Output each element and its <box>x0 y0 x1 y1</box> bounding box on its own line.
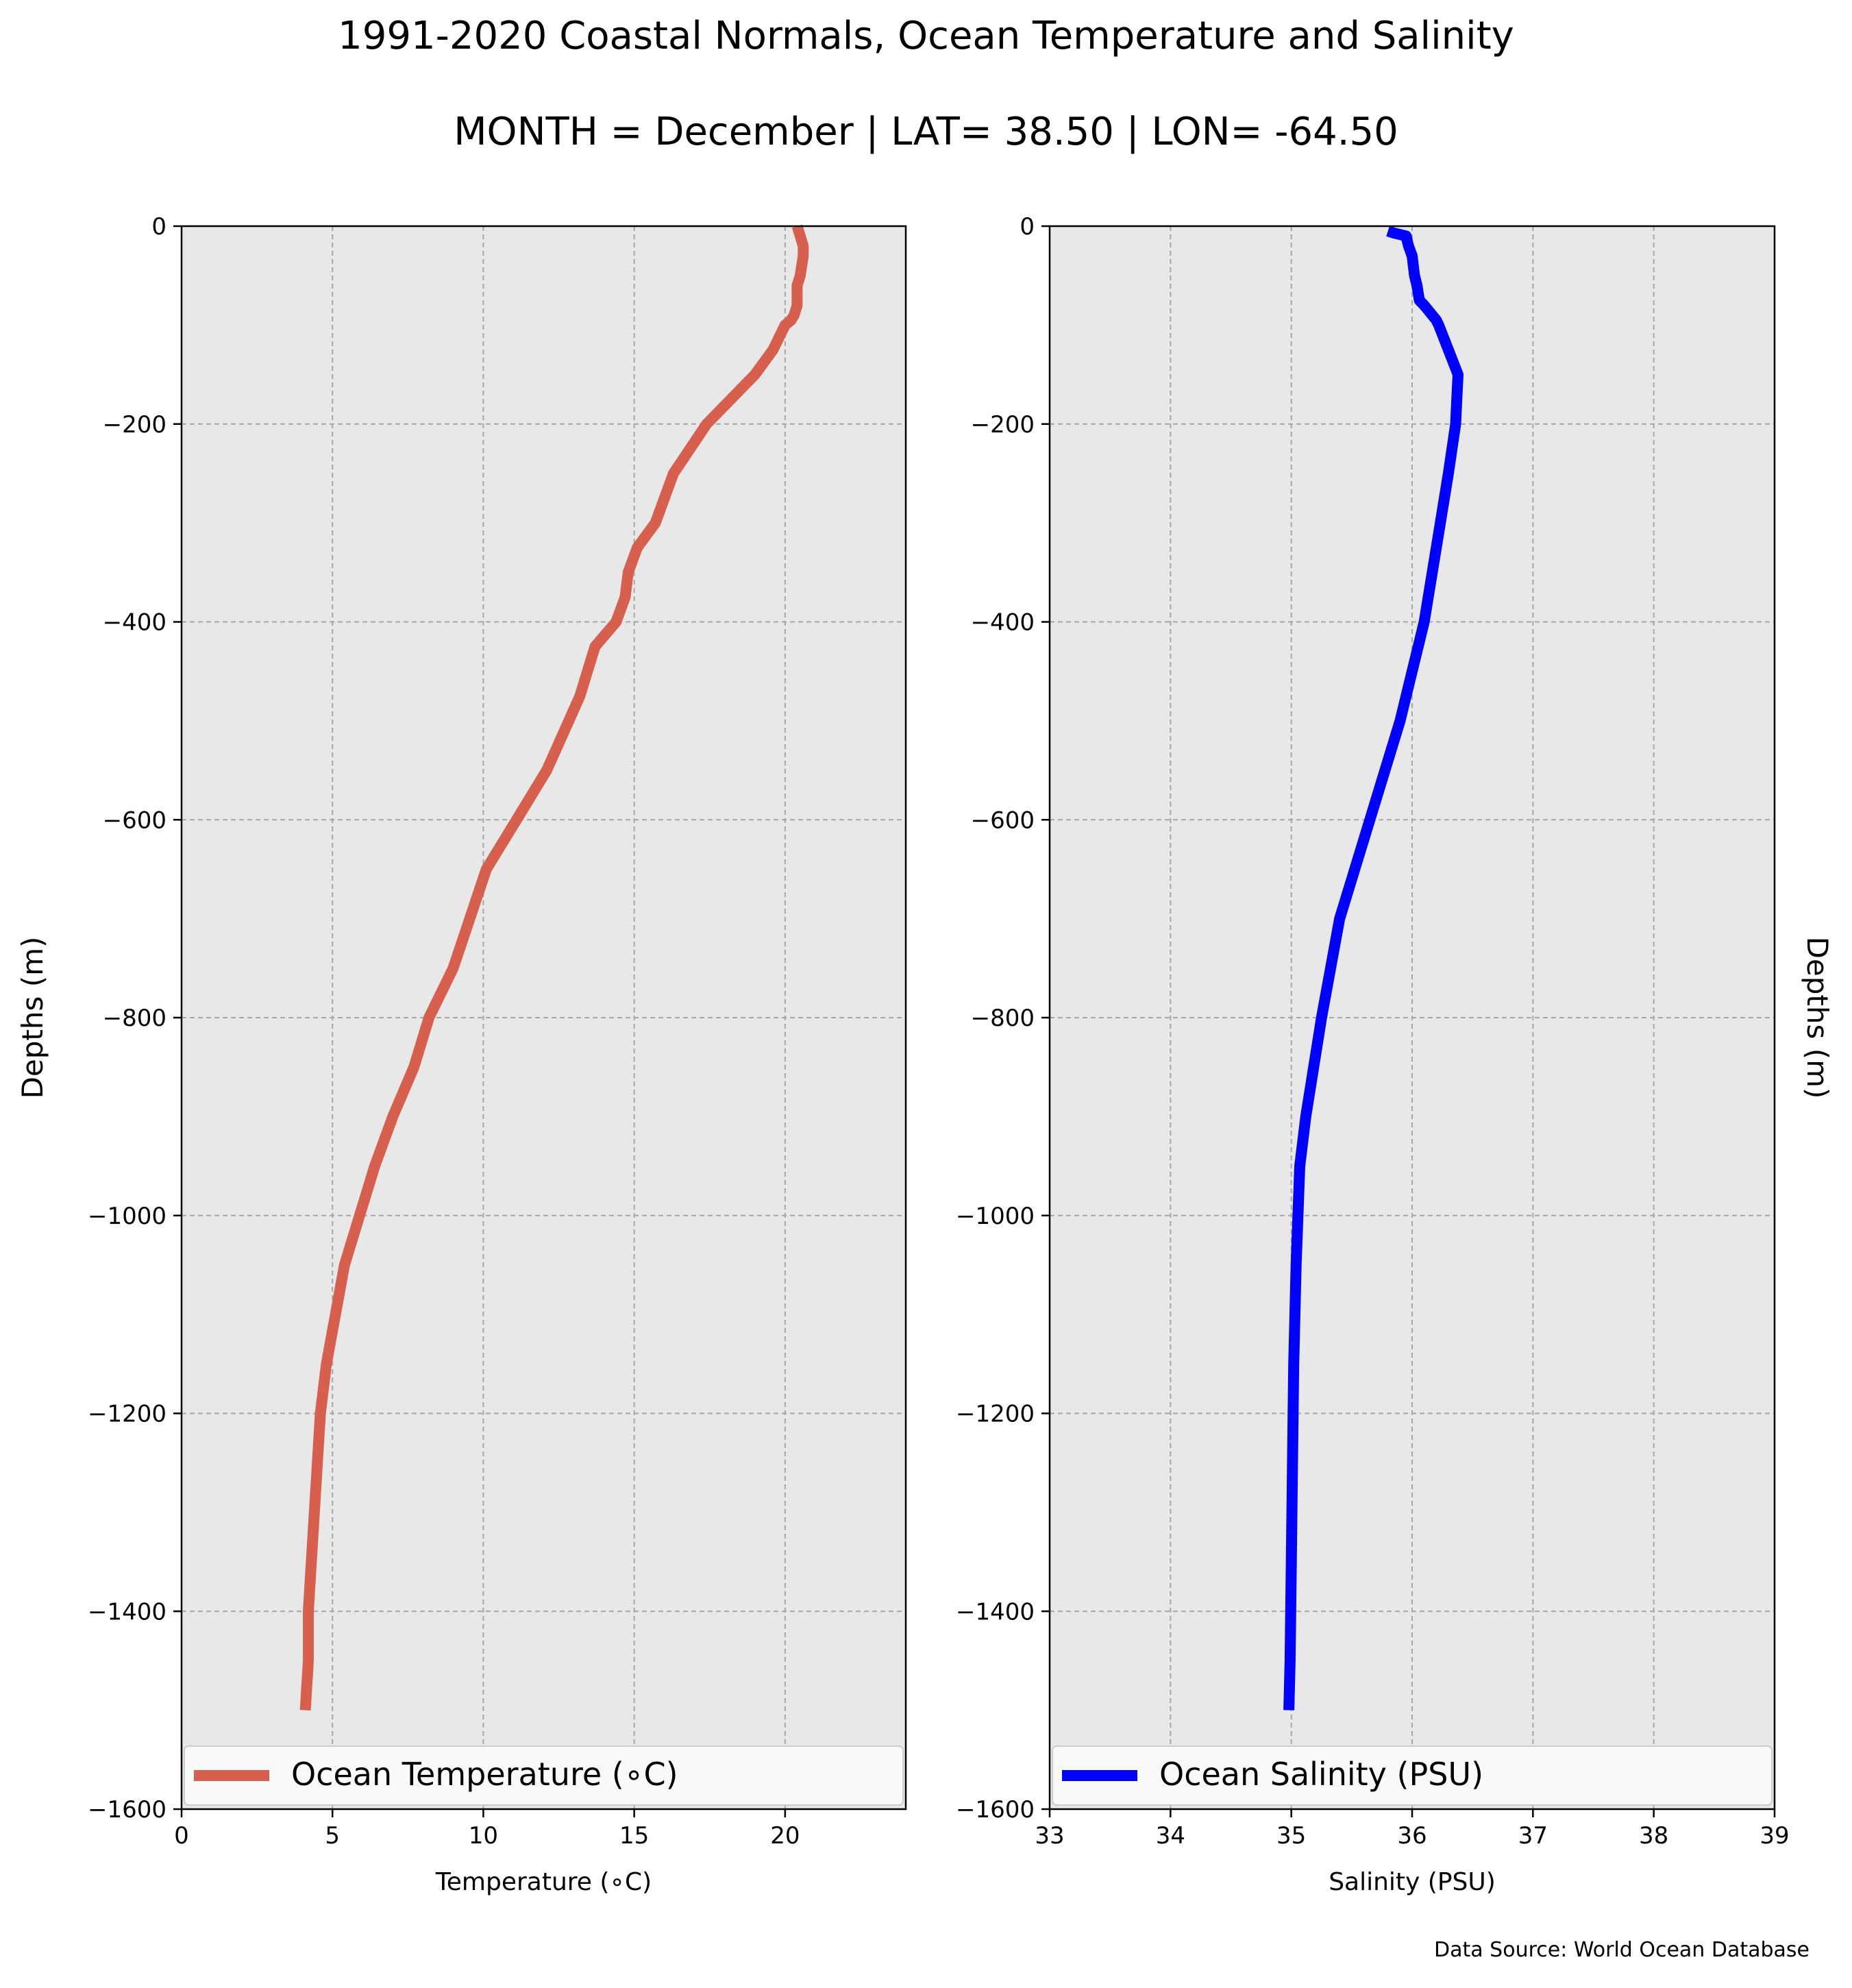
x-tick-label: 33 <box>1035 1822 1064 1850</box>
y-tick-label: −1000 <box>956 1203 1035 1230</box>
x-tick-label: 10 <box>469 1822 498 1850</box>
y-axis-label: Depths (m) <box>16 937 49 1099</box>
x-tick-label: 36 <box>1397 1822 1427 1850</box>
legend-box <box>1052 1745 1773 1806</box>
y-axis-label: Depths (m) <box>1801 937 1834 1099</box>
legend: Ocean Salinity (PSU) <box>1052 1745 1773 1806</box>
y-tick-label: −400 <box>103 609 166 637</box>
chart-panel-1: 0 5 10 15 20 0 −200 −400 −600 −800 −1000 −1200 −1400… <box>16 213 907 1896</box>
figure-subtitle: MONTH = December | LAT= 38.50 | LON= -64… <box>454 110 1398 154</box>
x-tick-label: 35 <box>1276 1822 1306 1850</box>
y-tick-label: −800 <box>971 1005 1035 1032</box>
y-tick-label: −800 <box>103 1005 166 1032</box>
y-tick-label: −200 <box>971 411 1035 439</box>
y-tick-label: −200 <box>103 411 166 439</box>
x-tick-label: 20 <box>770 1822 800 1850</box>
series-line <box>1283 225 1464 1710</box>
x-tick-label: 0 <box>174 1822 189 1850</box>
legend: Ocean Temperature (∘C) <box>184 1745 904 1806</box>
y-tick-label: −600 <box>103 807 166 834</box>
series-line <box>299 224 809 1711</box>
data-source-note: Data Source: World Ocean Database <box>1434 1938 1810 1962</box>
y-tick-label: −1400 <box>88 1598 166 1625</box>
y-tick-label: −400 <box>971 609 1035 637</box>
y-tick-label: −1200 <box>956 1401 1035 1428</box>
figure-title: 1991-2020 Coastal Normals, Ocean Tempera… <box>338 14 1514 58</box>
y-tick-label: −1000 <box>88 1203 166 1230</box>
legend-label: Ocean Salinity (PSU) <box>1159 1756 1483 1793</box>
x-tick-label: 15 <box>619 1822 649 1850</box>
x-tick-label: 37 <box>1518 1822 1548 1850</box>
chart-panel-2: 33 34 35 36 37 38 39 0 −200 −400 −600 −800 −1000 −120… <box>956 213 1834 1896</box>
legend-label: Ocean Temperature (∘C) <box>291 1756 678 1793</box>
x-tick-label: 39 <box>1760 1822 1789 1850</box>
y-tick-label: −1600 <box>88 1796 166 1824</box>
y-tick-label: −1200 <box>88 1401 166 1428</box>
y-tick-label: 0 <box>1020 213 1035 241</box>
x-tick-label: 5 <box>325 1822 340 1850</box>
y-tick-label: −600 <box>971 807 1035 834</box>
x-tick-label: 38 <box>1639 1822 1668 1850</box>
y-tick-label: 0 <box>151 213 166 241</box>
y-tick-label: −1600 <box>956 1796 1035 1824</box>
x-tick-label: 34 <box>1156 1822 1185 1850</box>
x-axis-label: Temperature (∘C) <box>435 1868 652 1896</box>
x-axis-label: Salinity (PSU) <box>1329 1868 1496 1896</box>
y-tick-label: −1400 <box>956 1598 1035 1625</box>
legend-box <box>184 1745 904 1806</box>
